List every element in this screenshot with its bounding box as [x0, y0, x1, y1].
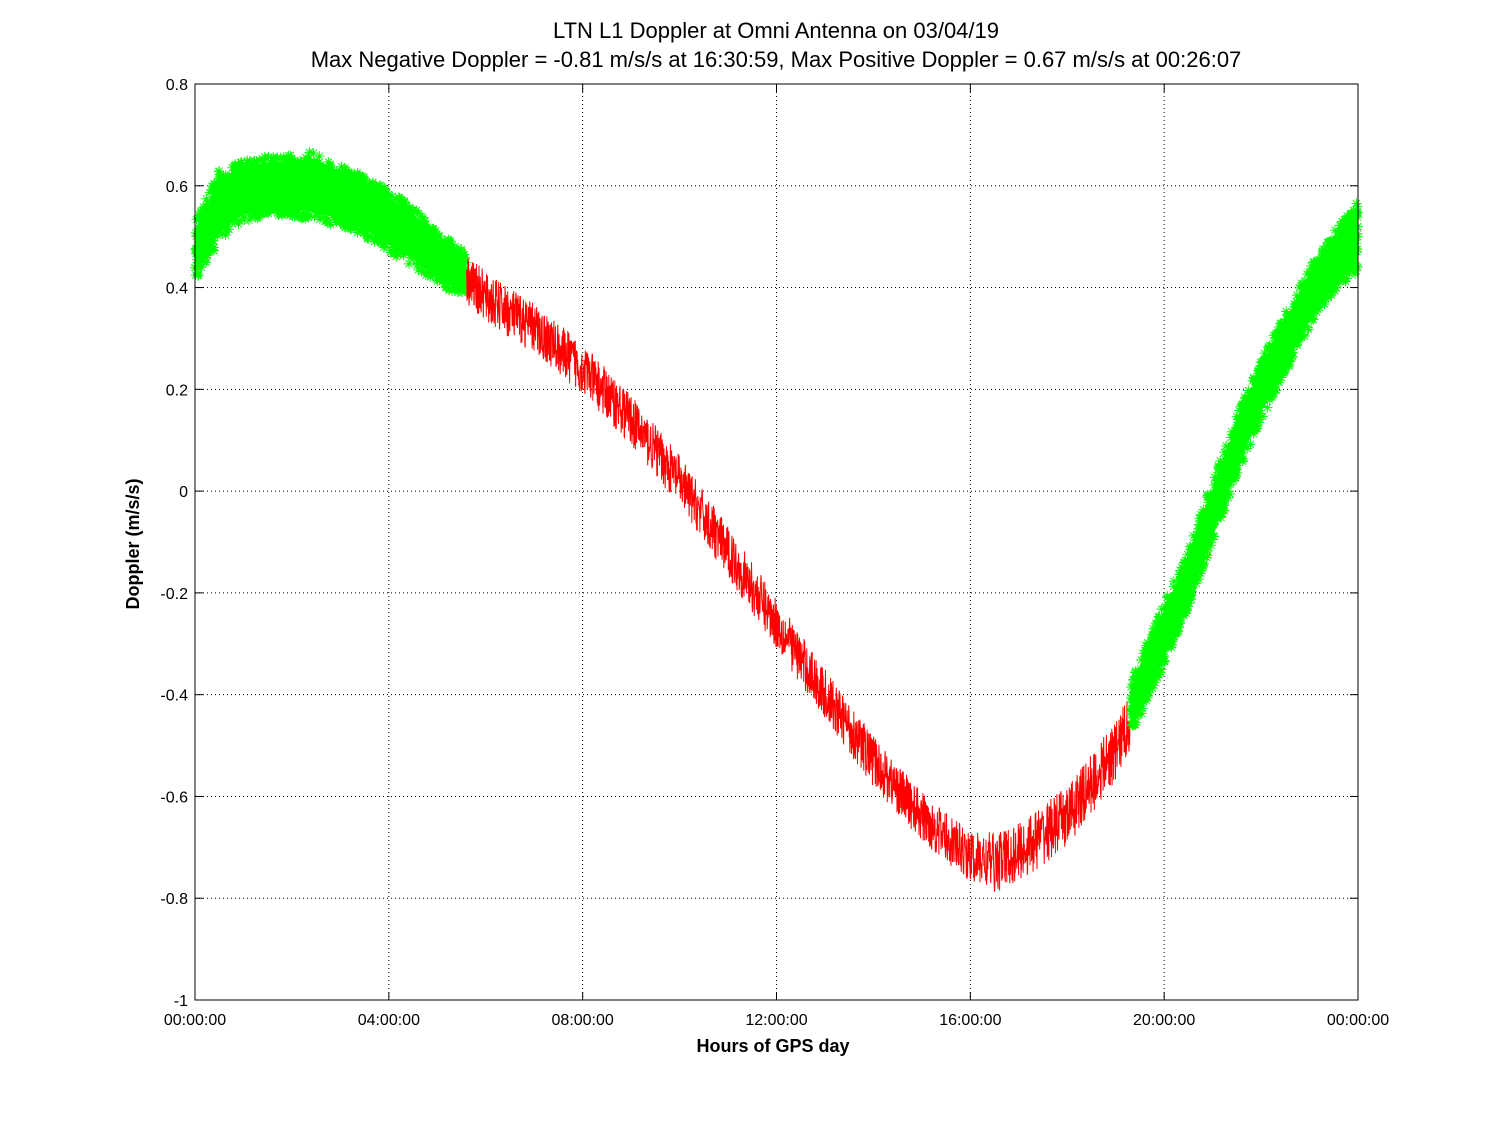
- plot-area: [190, 147, 1363, 892]
- chart-title: LTN L1 Doppler at Omni Antenna on 03/04/…: [553, 18, 999, 43]
- series-3: [1125, 198, 1363, 731]
- y-tick-label: 0.8: [166, 77, 188, 94]
- series-3-markers: [1125, 198, 1363, 731]
- x-tick-label: 04:00:00: [358, 1012, 420, 1029]
- y-tick-label: 0: [179, 484, 188, 501]
- y-tick-label: 0.4: [166, 281, 188, 298]
- x-tick-label: 16:00:00: [939, 1012, 1001, 1029]
- y-tick-label: -0.4: [160, 688, 188, 705]
- series-2-trace: [465, 257, 1131, 892]
- ticks-layer: 00:00:00 04:00:00 08:00:00 12:00:00 16:00:00…: [160, 77, 1389, 1029]
- series-2: [465, 257, 1131, 892]
- chart-subtitle: Max Negative Doppler = -0.81 m/s/s at 16…: [311, 47, 1242, 72]
- x-tick-label: 08:00:00: [552, 1012, 614, 1029]
- y-tick-label: -0.6: [160, 789, 188, 806]
- x-axis-label: Hours of GPS day: [696, 1036, 849, 1056]
- x-tick-label: 00:00:00: [1327, 1012, 1389, 1029]
- y-tick-label: 0.2: [166, 382, 188, 399]
- y-tick-label: -0.2: [160, 586, 188, 603]
- y-axis-label: Doppler (m/s/s): [123, 478, 143, 609]
- y-tick-label: 0.6: [166, 179, 188, 196]
- x-tick-label: 20:00:00: [1133, 1012, 1195, 1029]
- x-tick-label: 12:00:00: [745, 1012, 807, 1029]
- y-tick-label: -0.8: [160, 891, 188, 908]
- x-tick-label: 00:00:00: [164, 1012, 226, 1029]
- y-tick-label: -1: [174, 993, 188, 1010]
